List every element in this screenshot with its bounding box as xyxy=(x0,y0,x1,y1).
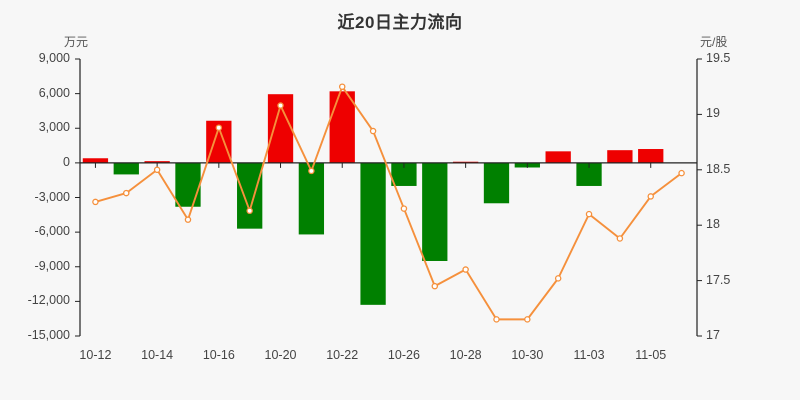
bar-10-14[interactable] xyxy=(144,161,170,163)
bar-10-15[interactable] xyxy=(175,162,201,207)
x-tick-label-11-03: 11-03 xyxy=(573,348,605,362)
price-point-10-21[interactable] xyxy=(308,167,315,175)
price-point-10-29[interactable] xyxy=(493,316,500,323)
bar-10-13[interactable] xyxy=(113,162,139,175)
right-axis-unit-label: 元/股 xyxy=(700,35,728,49)
price-point-10-28[interactable] xyxy=(462,266,469,273)
bar-11-03[interactable] xyxy=(576,162,602,186)
chart-canvas xyxy=(80,83,697,323)
bar-series xyxy=(82,91,664,305)
price-point-10-12[interactable] xyxy=(92,198,99,206)
right-tick-label-18: 18 xyxy=(706,217,720,232)
left-tick-label--15000: -15,000 xyxy=(27,328,70,342)
left-tick-label-3000: 3,000 xyxy=(38,120,70,135)
bar-10-27[interactable] xyxy=(422,162,448,261)
left-axis-unit-label: 万元 xyxy=(64,35,89,49)
price-point-11-03[interactable] xyxy=(585,210,593,218)
plot-area xyxy=(80,59,697,336)
price-point-10-26[interactable] xyxy=(400,205,408,212)
chart-title: 近20日主力流向 xyxy=(337,13,463,32)
bar-10-22[interactable] xyxy=(329,91,355,163)
x-tick-label-10-28: 10-28 xyxy=(449,348,482,362)
price-point-11-04[interactable] xyxy=(616,235,624,242)
price-point-10-14[interactable] xyxy=(153,166,161,174)
price-markers xyxy=(92,83,685,323)
price-point-11-02[interactable] xyxy=(554,275,562,282)
bar-10-23[interactable] xyxy=(360,162,386,305)
x-tick-label-10-26: 10-26 xyxy=(387,348,420,362)
right-tick-label-17.5: 17.5 xyxy=(706,272,731,287)
price-point-11-06[interactable] xyxy=(678,169,685,177)
bar-10-21[interactable] xyxy=(298,162,325,235)
price-point-10-20[interactable] xyxy=(277,102,284,109)
left-tick-label-6000: 6,000 xyxy=(38,85,70,100)
bar-10-26[interactable] xyxy=(391,162,417,186)
bar-10-29[interactable] xyxy=(483,162,510,204)
left-tick-label--3000: -3,000 xyxy=(34,189,70,204)
price-point-10-22[interactable] xyxy=(338,83,346,90)
x-tick-label-10-14: 10-14 xyxy=(141,348,174,362)
price-point-10-27[interactable] xyxy=(431,282,439,290)
price-point-10-15[interactable] xyxy=(184,216,192,223)
right-tick-label-17: 17 xyxy=(706,328,720,342)
bar-11-04[interactable] xyxy=(607,150,633,163)
price-point-10-16[interactable] xyxy=(215,124,223,131)
left-tick-label--9000: -9,000 xyxy=(34,258,70,273)
bar-10-12[interactable] xyxy=(82,158,109,163)
bar-11-02[interactable] xyxy=(545,151,571,163)
bar-11-05[interactable] xyxy=(638,149,664,163)
left-tick-label--6000: -6,000 xyxy=(34,224,70,239)
left-tick-label-0: 0 xyxy=(63,154,70,169)
bar-10-19[interactable] xyxy=(237,162,263,229)
right-tick-label-19.5: 19.5 xyxy=(706,51,731,65)
price-point-10-30[interactable] xyxy=(524,316,531,323)
x-tick-label-10-22: 10-22 xyxy=(326,348,359,362)
x-tick-label-10-30: 10-30 xyxy=(511,348,544,362)
right-tick-label-18.5: 18.5 xyxy=(706,161,731,176)
price-point-10-13[interactable] xyxy=(123,189,130,197)
x-tick-label-10-20: 10-20 xyxy=(264,348,297,362)
x-tick-label-10-12: 10-12 xyxy=(79,348,112,362)
price-point-10-23[interactable] xyxy=(369,127,377,135)
price-point-10-19[interactable] xyxy=(246,207,253,215)
left-tick-label-9000: 9,000 xyxy=(38,51,70,65)
left-tick-label--12000: -12,000 xyxy=(27,293,70,308)
x-axis-ticks xyxy=(94,162,652,168)
x-tick-label-10-16: 10-16 xyxy=(202,348,235,362)
price-point-11-05[interactable] xyxy=(647,193,654,200)
right-tick-label-19: 19 xyxy=(706,106,720,121)
x-tick-label-11-05: 11-05 xyxy=(635,348,667,362)
price-line[interactable] xyxy=(94,85,683,321)
